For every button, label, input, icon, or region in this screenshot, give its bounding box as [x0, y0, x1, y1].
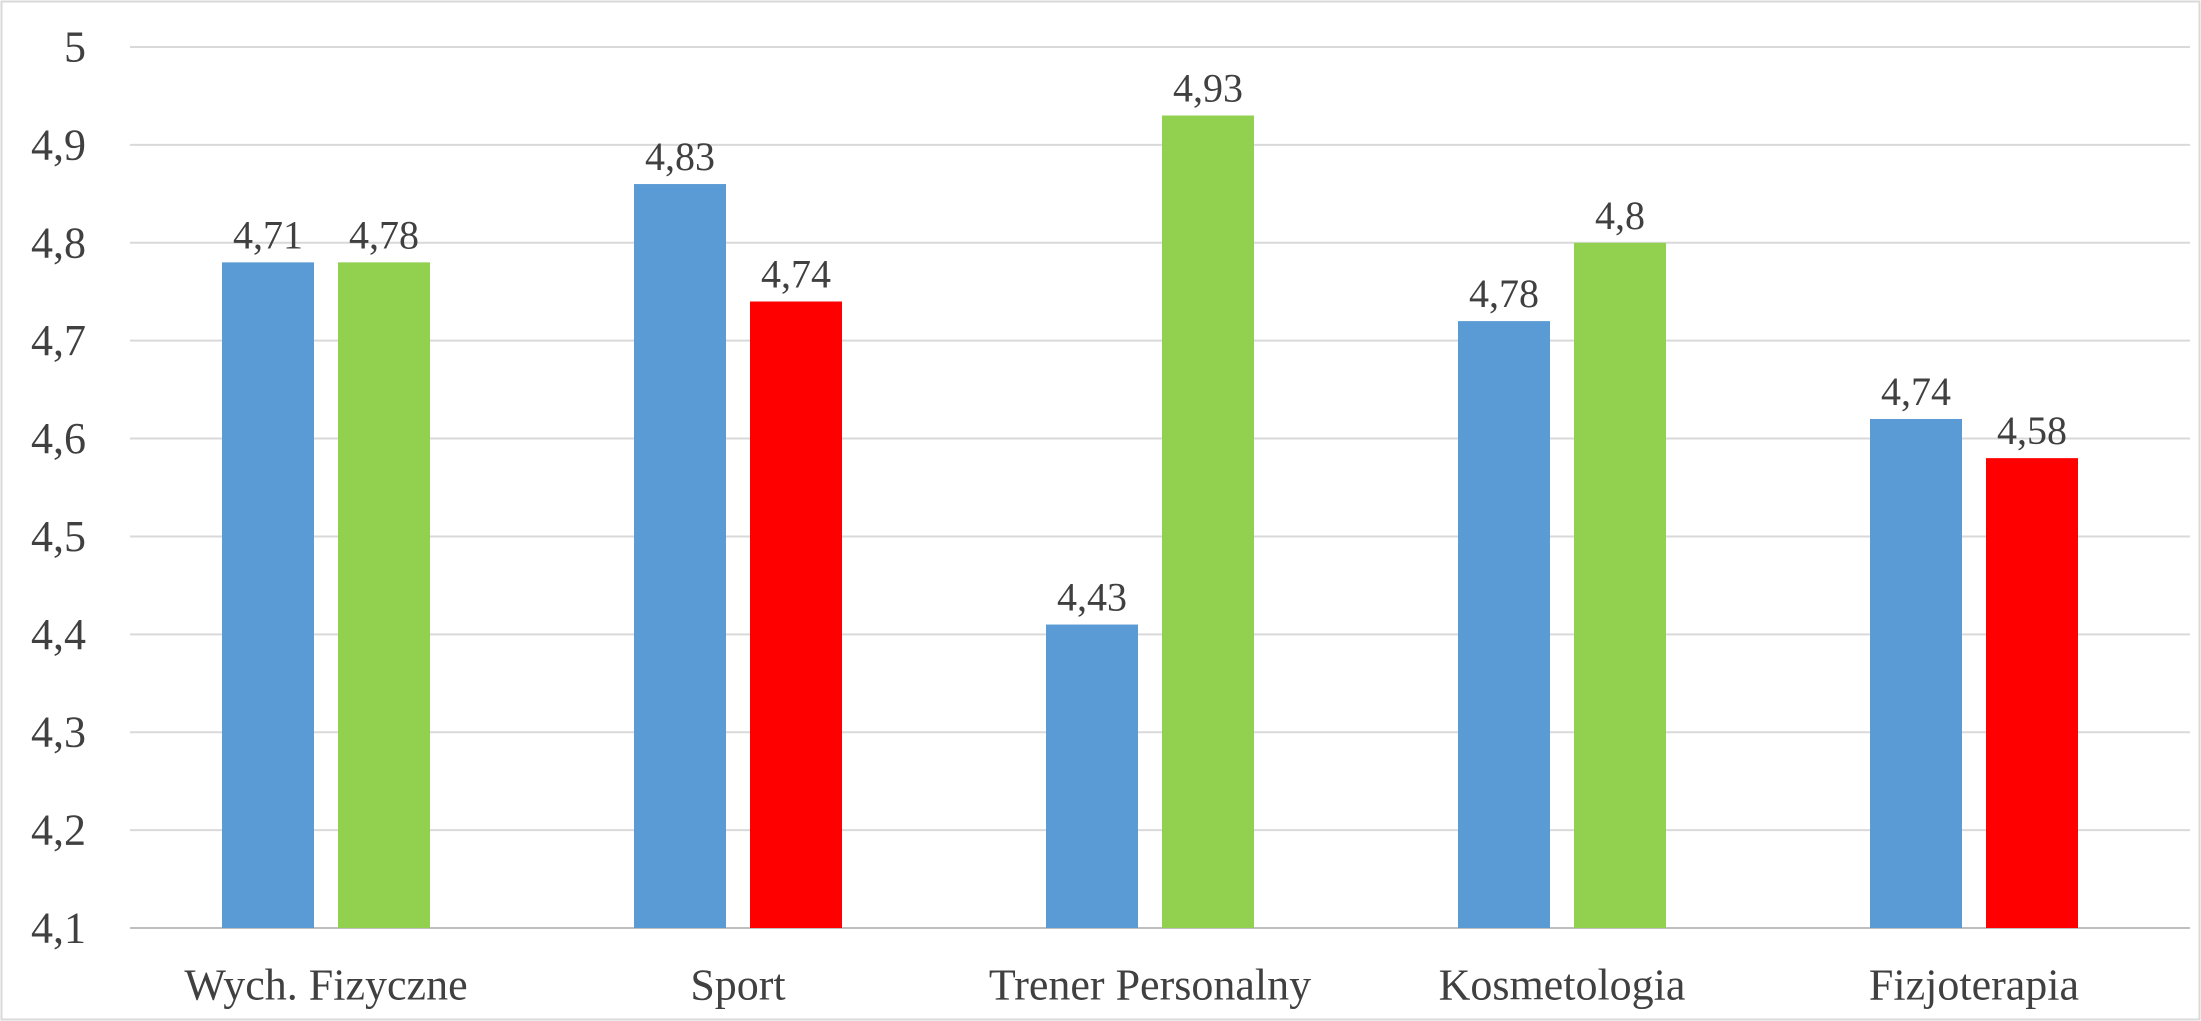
category-label: Trener Personalny [989, 961, 1311, 1010]
y-tick-label: 4,2 [31, 806, 86, 855]
y-tick-label: 4,8 [31, 218, 86, 267]
data-label: 4,78 [349, 212, 419, 257]
data-label: 4,78 [1469, 271, 1539, 316]
category-label: Wych. Fizyczne [184, 961, 467, 1010]
data-label: 4,74 [1881, 369, 1951, 414]
data-labels: 4,71 4,78 4,83 4,74 4,43 4,93 4,78 4,8 4,74 4,58 [233, 66, 2067, 620]
y-tick-label: 4,5 [31, 512, 86, 561]
y-tick-label: 4,4 [31, 610, 86, 659]
bar [750, 301, 842, 928]
bar [1162, 115, 1254, 929]
data-label: 4,83 [645, 134, 715, 179]
bar [1458, 321, 1550, 929]
bar [1574, 242, 1666, 928]
data-label: 4,71 [233, 212, 303, 257]
bar [1046, 624, 1138, 928]
y-axis-tick-labels: 4,1 4,2 4,3 4,4 4,5 4,6 4,7 4,8 4,9 5 [31, 23, 86, 953]
bar [222, 262, 314, 928]
data-label: 4,58 [1997, 408, 2067, 453]
bar [634, 184, 726, 929]
category-label: Kosmetologia [1439, 961, 1686, 1010]
bar [338, 262, 430, 928]
data-label: 4,93 [1173, 66, 1243, 111]
y-tick-label: 4,7 [31, 316, 86, 365]
data-label: 4,8 [1595, 193, 1645, 238]
gridlines [130, 46, 2190, 929]
bars [222, 115, 2078, 929]
bar [1986, 458, 2078, 928]
data-label: 4,43 [1057, 575, 1127, 620]
x-axis-category-labels: Wych. Fizyczne Sport Trener Personalny Kosm… [184, 961, 2079, 1010]
y-tick-label: 4,1 [31, 904, 86, 953]
y-tick-label: 4,6 [31, 414, 86, 463]
category-label: Sport [690, 961, 785, 1010]
category-label: Fizjoterapia [1869, 961, 2079, 1010]
data-label: 4,74 [761, 252, 831, 297]
y-tick-label: 4,9 [31, 120, 86, 169]
y-tick-label: 4,3 [31, 708, 86, 757]
y-tick-label: 5 [64, 23, 86, 72]
bar [1870, 418, 1962, 928]
